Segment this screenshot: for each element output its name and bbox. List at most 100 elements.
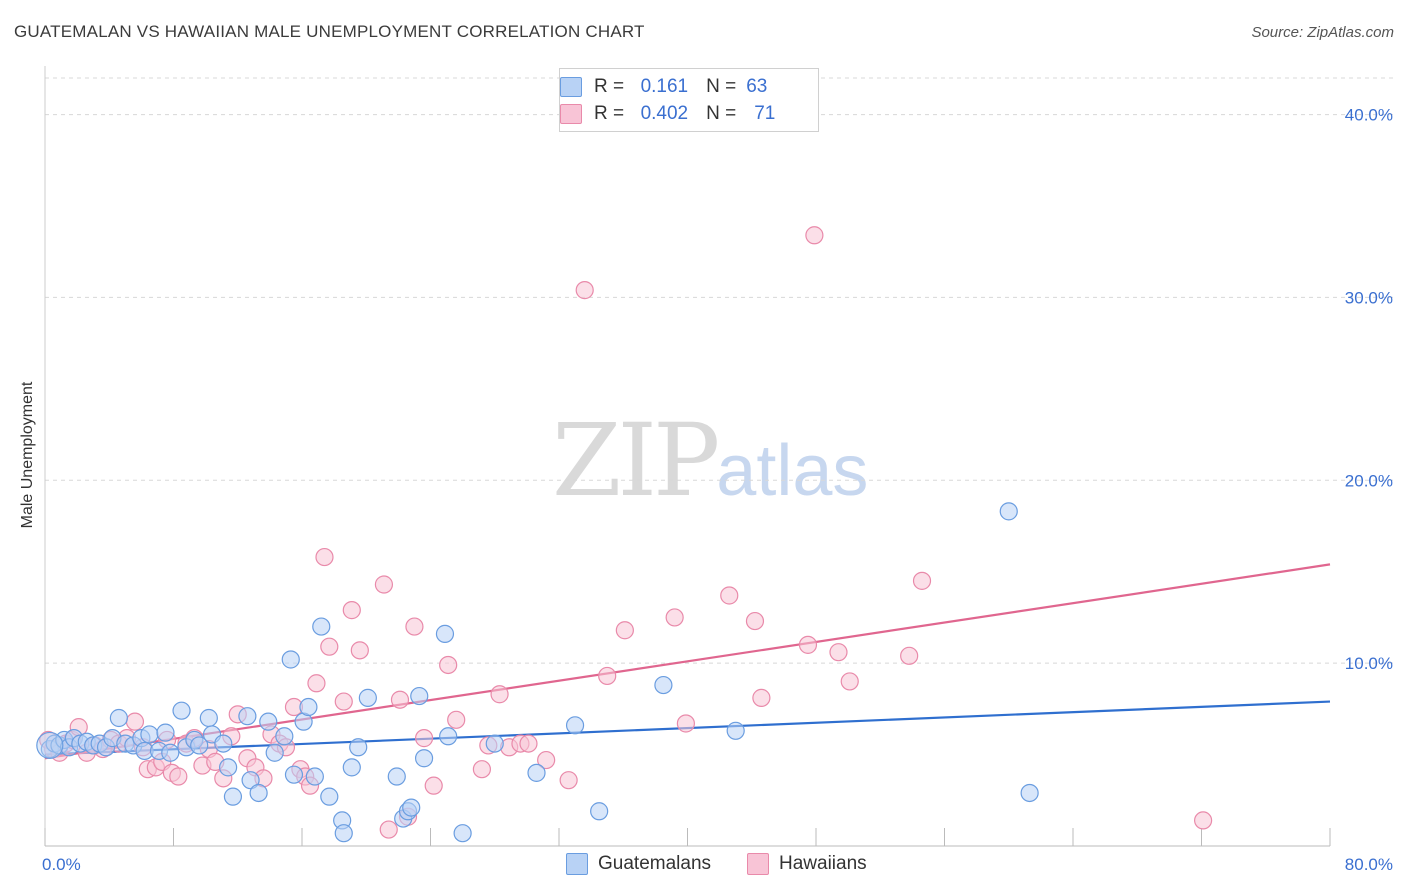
- guatemalan-point: [435, 624, 455, 643]
- hawaiian-point: [334, 692, 353, 711]
- hawaiian-point: [490, 685, 509, 704]
- axes: [44, 66, 1331, 847]
- hawaiian-point: [665, 608, 684, 627]
- guatemalan-point: [590, 802, 609, 821]
- hawaiian-point: [559, 771, 578, 790]
- legend-swatch-blue: [560, 77, 582, 97]
- guatemalan-point: [109, 708, 128, 728]
- hawaiian-point: [424, 776, 443, 795]
- guatemalan-point: [172, 701, 191, 720]
- hawaiian-point: [798, 635, 818, 654]
- guatemalan-point: [334, 824, 353, 843]
- legend-row-hawaiians: R = 0.402 N = 71: [560, 101, 776, 127]
- bottom-legend-label: Guatemalans: [598, 853, 712, 874]
- guatemalan-point-cluster: [36, 731, 64, 760]
- guatemalan-point: [199, 708, 218, 728]
- guatemalan-point: [414, 749, 434, 768]
- guatemalan-point: [999, 502, 1018, 521]
- guatemalan-point: [241, 771, 260, 790]
- y-tick-label: 30.0%: [1345, 288, 1393, 307]
- hawaiian-point: [575, 281, 594, 300]
- guatemalan-point: [140, 725, 159, 744]
- guatemalan-point: [190, 736, 209, 755]
- legend-r-value: 0.161: [640, 76, 689, 97]
- hawaiian-point: [676, 714, 695, 733]
- y-tick-label: 40.0%: [1345, 106, 1393, 125]
- hawaiian-point: [900, 646, 919, 665]
- guatemalan-point: [249, 783, 268, 803]
- hawaiian-point: [472, 760, 491, 779]
- hawaiian-point: [720, 586, 739, 605]
- hawaiian-point: [1194, 811, 1213, 830]
- grid-lines: [45, 77, 1393, 664]
- x-tick-label: 80.0%: [1345, 855, 1393, 874]
- correlation-legend: R = 0.161 N = 63 R = 0.402 N = 71: [559, 68, 819, 132]
- guatemalan-point: [156, 723, 175, 742]
- guatemalan-point: [349, 738, 368, 757]
- guatemalan-point: [358, 688, 377, 707]
- y-tick-label: 20.0%: [1345, 471, 1393, 490]
- guatemalan-point: [726, 721, 745, 740]
- guatemalan-point: [439, 727, 458, 746]
- hawaiian-point: [405, 617, 424, 636]
- hawaiian-point: [519, 734, 538, 753]
- watermark-zip: ZIP: [552, 402, 720, 519]
- guatemalan-point: [1020, 783, 1039, 803]
- hawaiian-point: [414, 729, 434, 748]
- hawaiian-point: [840, 672, 859, 691]
- bottom-legend-hawaiians: Hawaiians: [747, 852, 867, 876]
- chart-title: GUATEMALAN VS HAWAIIAN MALE UNEMPLOYMENT…: [14, 22, 645, 41]
- legend-n-value: 71: [754, 103, 776, 124]
- bottom-legend-swatch-pink: [747, 853, 769, 875]
- guatemalan-point: [284, 765, 304, 784]
- bottom-legend-guatemalans: Guatemalans: [566, 852, 711, 876]
- hawaiian-point: [342, 601, 361, 620]
- watermark-atlas: atlas: [716, 431, 869, 511]
- hawaiian-point: [125, 712, 145, 731]
- legend-n-value: 63: [746, 76, 768, 97]
- data-points: [36, 226, 1213, 843]
- hawaiian-point: [169, 767, 188, 786]
- guatemalan-point: [259, 712, 278, 731]
- guatemalan-point: [214, 734, 233, 753]
- watermark: ZIPatlas: [552, 402, 868, 519]
- guatemalan-point: [281, 650, 300, 669]
- guatemalan-point: [527, 763, 546, 782]
- guatemalan-point: [305, 767, 324, 786]
- guatemalan-point: [238, 707, 257, 726]
- hawaiian-point: [537, 750, 556, 770]
- bottom-legend-label: Hawaiians: [779, 853, 867, 874]
- bottom-legend-swatch-blue: [566, 853, 588, 875]
- hawaiian-point: [320, 637, 339, 656]
- guatemalan-point: [565, 716, 585, 735]
- guatemalan-point: [342, 758, 361, 777]
- hawaiian-point: [829, 643, 848, 662]
- hawaiian-point: [307, 674, 326, 693]
- hawaiian-point: [315, 547, 334, 567]
- legend-r-label: R =: [594, 103, 625, 124]
- hawaiian-point: [374, 575, 394, 594]
- guatemalan-point: [219, 758, 238, 777]
- hawaiian-point: [912, 571, 932, 590]
- guatemalan-point: [299, 697, 318, 717]
- y-tick-label: 10.0%: [1345, 654, 1393, 673]
- legend-row-guatemalans: R = 0.161 N = 63: [560, 74, 768, 100]
- hawaiian-point: [350, 641, 369, 660]
- guatemalan-point: [320, 787, 339, 806]
- hawaiian-point: [752, 688, 771, 707]
- hawaiian-point: [745, 611, 765, 631]
- hawaiian-trend-line: [44, 563, 1331, 760]
- legend-r-label: R =: [594, 76, 625, 97]
- hawaiian-point: [439, 655, 458, 675]
- guatemalan-point: [387, 767, 406, 786]
- legend-n-label: N =: [706, 76, 737, 97]
- guatemalan-point: [453, 824, 472, 843]
- guatemalan-point: [275, 727, 294, 746]
- tick-labels: 10.0% 20.0% 30.0% 40.0% 0.0% 80.0%: [42, 106, 1393, 874]
- x-tick-label: 0.0%: [42, 855, 81, 874]
- hawaiian-point: [390, 690, 410, 709]
- legend-n-label: N =: [706, 103, 737, 124]
- guatemalan-point: [161, 743, 180, 762]
- hawaiian-point: [379, 820, 398, 839]
